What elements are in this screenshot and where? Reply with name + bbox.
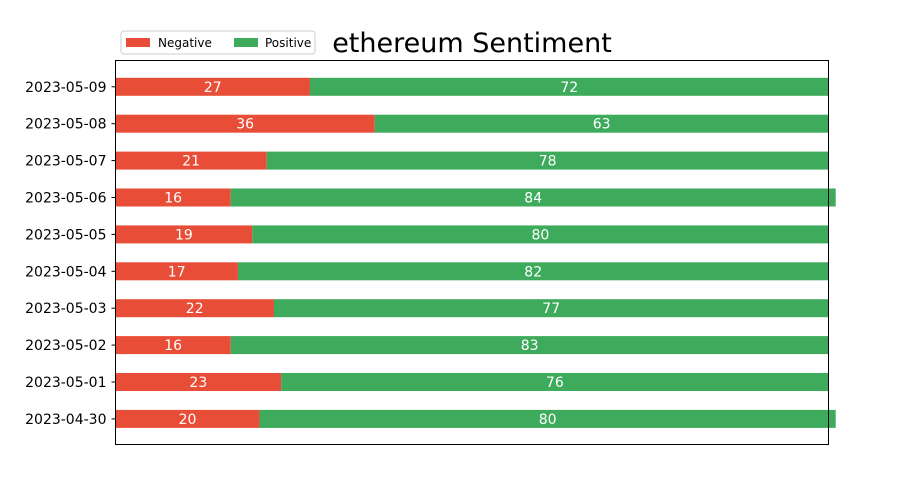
bar-negative-2023-05-03	[115, 299, 274, 318]
y-tick-label: 2023-05-07	[25, 154, 106, 170]
y-tick-label: 2023-05-02	[25, 338, 106, 354]
y-axis: 2023-05-09 2023-05-08 2023-05-07 2023-05-06…	[25, 80, 116, 428]
bar-value-label: 21	[182, 154, 200, 170]
bar-negative-2023-05-05	[115, 225, 253, 244]
bar-value-label: 82	[524, 264, 542, 280]
legend-label-positive: Positive	[265, 36, 311, 50]
bar-negative-2023-05-07	[115, 151, 267, 170]
chart-title: ethereum Sentiment	[332, 28, 612, 59]
y-tick-label: 2023-05-08	[25, 117, 106, 133]
bar-negative-2023-05-02	[115, 336, 231, 355]
bar-positive-2023-04-30	[259, 409, 836, 428]
bar-positive-2023-05-04	[237, 262, 829, 281]
plot-frame	[115, 60, 829, 445]
bar-positive-2023-05-07	[266, 151, 829, 170]
bar-value-label: 27	[204, 80, 222, 96]
y-tick-label: 2023-05-09	[25, 80, 106, 96]
bar-negative-2023-05-01	[115, 373, 282, 391]
y-tick-label: 2023-05-01	[25, 375, 106, 391]
bar-negative-2023-04-30	[115, 409, 260, 428]
bar-positive-2023-05-03	[273, 299, 829, 318]
bar-value-label: 63	[593, 117, 611, 133]
y-tick-label: 2023-05-05	[25, 227, 106, 243]
y-tick-label: 2023-04-30	[25, 412, 106, 428]
y-tick-label: 2023-05-03	[25, 301, 106, 317]
y-tick-label: 2023-05-04	[25, 264, 106, 280]
bar-positive-2023-05-02	[230, 336, 829, 355]
bar-negative-2023-05-04	[115, 262, 238, 281]
legend-swatch-negative	[126, 38, 150, 47]
bar-value-label: 80	[532, 227, 550, 243]
y-tick-label: 2023-05-06	[25, 191, 106, 207]
bar-value-label: 23	[189, 375, 207, 391]
bar-positive-2023-05-05	[252, 225, 829, 244]
legend: Negative Positive	[120, 30, 316, 55]
bar-value-label: 76	[546, 375, 564, 391]
bar-value-label: 84	[524, 191, 542, 207]
bar-value-label: 22	[186, 301, 204, 317]
bar-value-label: 72	[560, 80, 578, 96]
bar-positive-2023-05-06	[230, 188, 836, 207]
bar-value-label: 19	[175, 227, 193, 243]
bar-value-label: 16	[164, 338, 182, 354]
bar-value-label: 16	[164, 191, 182, 207]
legend-swatch-positive	[234, 38, 258, 47]
bar-value-label: 77	[542, 301, 560, 317]
bars	[115, 77, 836, 428]
bar-value-label: 83	[521, 338, 539, 354]
bar-value-label: 80	[539, 412, 557, 428]
bar-positive-2023-05-01	[281, 373, 829, 391]
legend-label-negative: Negative	[158, 36, 212, 50]
bar-negative-2023-05-06	[115, 188, 231, 207]
bar-value-label: 78	[539, 154, 557, 170]
bar-value-label: 17	[168, 264, 186, 280]
legend-frame	[120, 30, 316, 55]
bar-positive-2023-05-08	[374, 114, 829, 133]
bar-negative-2023-05-09	[115, 77, 310, 96]
bar-value-label: 20	[179, 412, 197, 428]
bar-negative-2023-05-08	[115, 114, 375, 133]
bar-labels: 27 72 36 63 21 78 16 84 19 80 17 82 22 77 16 83 23 76 20 80	[164, 80, 610, 428]
bar-positive-2023-05-09	[309, 77, 829, 96]
bar-value-label: 36	[236, 117, 254, 133]
